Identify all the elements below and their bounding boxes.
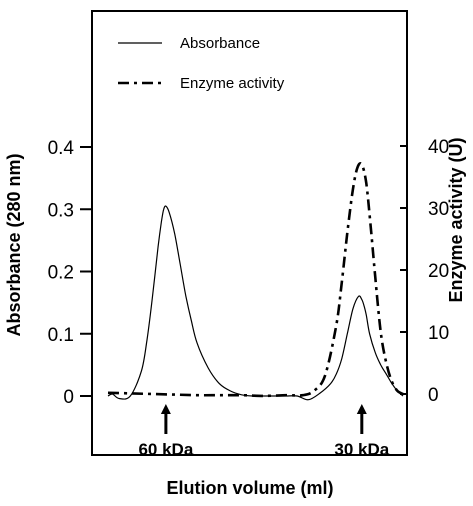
right-axis-ticks: 0 10 20 30 40 (400, 137, 449, 406)
mass-markers: 60 kDa 30 kDa (138, 404, 390, 459)
mass-marker: 30 kDa (334, 404, 390, 459)
y-axis-title: Absorbance (280 nm) (4, 153, 24, 336)
left-tick-label: 0.1 (48, 325, 74, 346)
right-tick-label: 0 (428, 385, 439, 406)
left-tick-label: 0.3 (48, 200, 74, 221)
right-tick-label: 10 (428, 323, 449, 344)
left-tick-label: 0.2 (48, 263, 74, 284)
legend: Absorbance Enzyme activity (118, 35, 285, 92)
absorbance-line (107, 205, 404, 401)
right-tick-label: 30 (428, 199, 449, 220)
left-axis-ticks: 0 0.1 0.2 0.3 0.4 (48, 138, 92, 408)
marker-label: 60 kDa (138, 440, 193, 459)
right-tick-label: 20 (428, 261, 449, 282)
x-axis-title: Elution volume (ml) (166, 478, 333, 498)
legend-label-enzyme-activity: Enzyme activity (180, 75, 285, 92)
plot-frame (91, 10, 408, 456)
y2-axis-title: Enzyme activity (U) (446, 137, 466, 302)
marker-arrow-head (356, 404, 367, 414)
right-tick-label: 40 (428, 137, 449, 158)
marker-label: 30 kDa (334, 440, 389, 459)
enzyme-activity-line (107, 162, 404, 398)
marker-arrow-head (160, 404, 171, 414)
legend-label-absorbance: Absorbance (180, 35, 260, 52)
left-tick-label: 0 (63, 387, 74, 408)
left-tick-label: 0.4 (48, 138, 75, 159)
mass-marker: 60 kDa (138, 404, 194, 459)
